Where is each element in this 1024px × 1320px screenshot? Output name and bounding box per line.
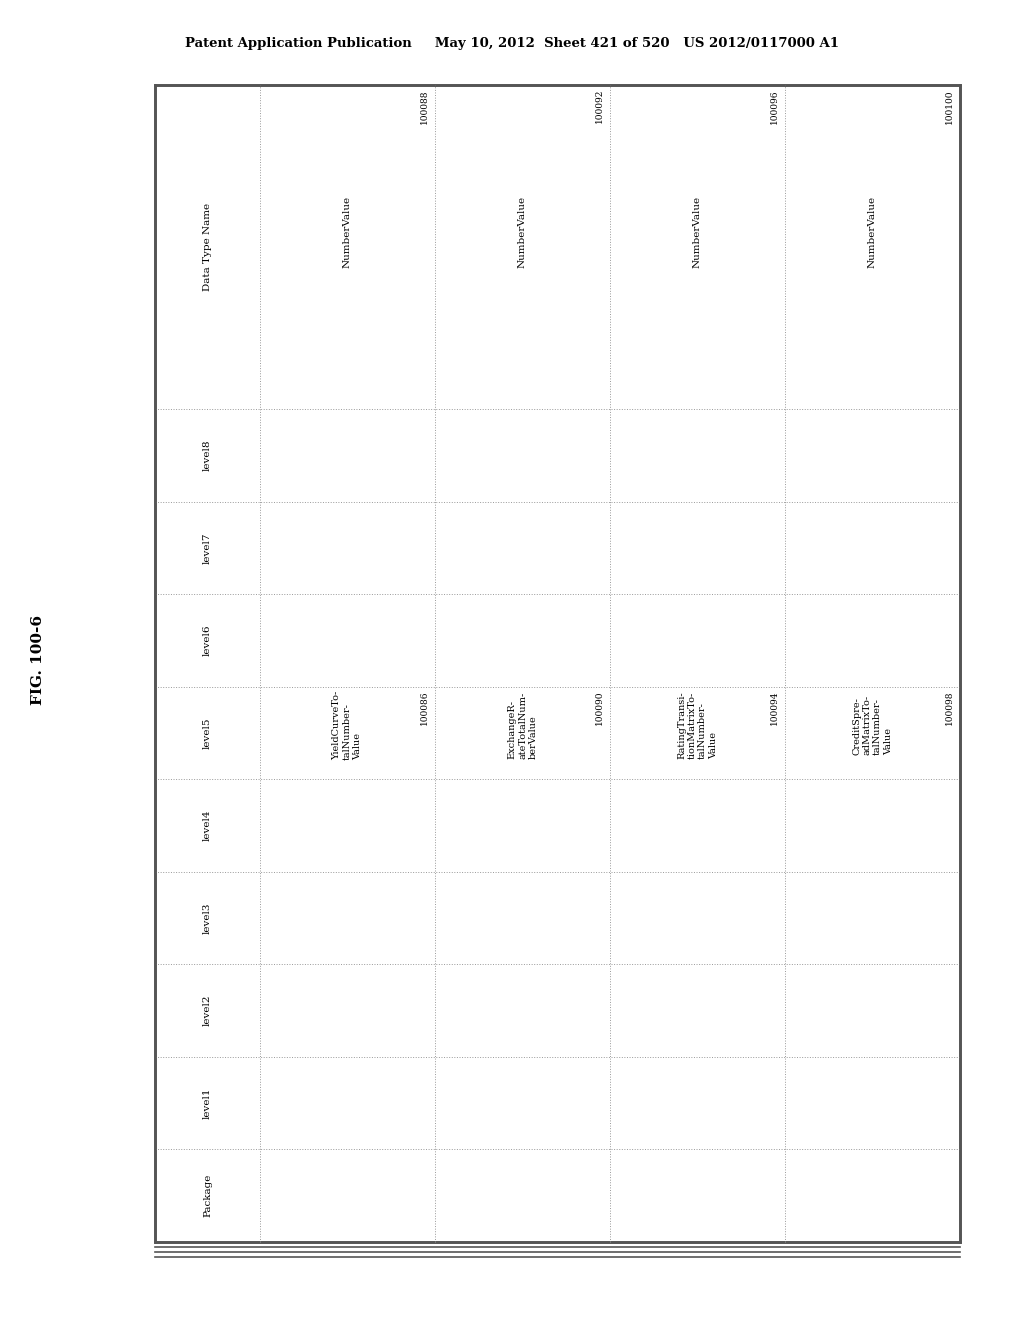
- Text: level4: level4: [203, 809, 212, 841]
- Text: 100100: 100100: [945, 88, 954, 124]
- Text: RatingTransi-
tionMatrixTo-
talNumber-
Value: RatingTransi- tionMatrixTo- talNumber- V…: [678, 692, 718, 759]
- Text: 100088: 100088: [420, 88, 429, 124]
- Text: 100090: 100090: [595, 690, 604, 725]
- Text: level6: level6: [203, 624, 212, 656]
- Text: level7: level7: [203, 532, 212, 564]
- Text: Data Type Name: Data Type Name: [203, 203, 212, 290]
- Text: 100094: 100094: [770, 690, 779, 725]
- Text: 100098: 100098: [945, 690, 954, 725]
- Text: 100096: 100096: [770, 88, 779, 124]
- Text: NumberValue: NumberValue: [693, 195, 702, 268]
- Text: 100092: 100092: [595, 88, 604, 123]
- Text: NumberValue: NumberValue: [343, 195, 352, 268]
- Text: CreditSpre-
adMatrixTo-
talNumber-
Value: CreditSpre- adMatrixTo- talNumber- Value: [852, 694, 893, 755]
- Text: level2: level2: [203, 995, 212, 1027]
- Text: level5: level5: [203, 717, 212, 748]
- Text: YieldCurveTo-
talNumber-
Value: YieldCurveTo- talNumber- Value: [333, 690, 362, 759]
- Text: ExchangeR-
ateTotalNum-
berValue: ExchangeR- ateTotalNum- berValue: [508, 692, 538, 759]
- Text: FIG. 100-6: FIG. 100-6: [31, 615, 45, 705]
- Bar: [155, 84, 961, 1242]
- Text: Package: Package: [203, 1173, 212, 1217]
- Text: Patent Application Publication     May 10, 2012  Sheet 421 of 520   US 2012/0117: Patent Application Publication May 10, 2…: [185, 37, 839, 50]
- Text: level3: level3: [203, 903, 212, 933]
- Text: level8: level8: [203, 440, 212, 471]
- Text: 100086: 100086: [420, 690, 429, 725]
- Text: NumberValue: NumberValue: [518, 195, 527, 268]
- Text: NumberValue: NumberValue: [868, 195, 877, 268]
- Text: level1: level1: [203, 1088, 212, 1119]
